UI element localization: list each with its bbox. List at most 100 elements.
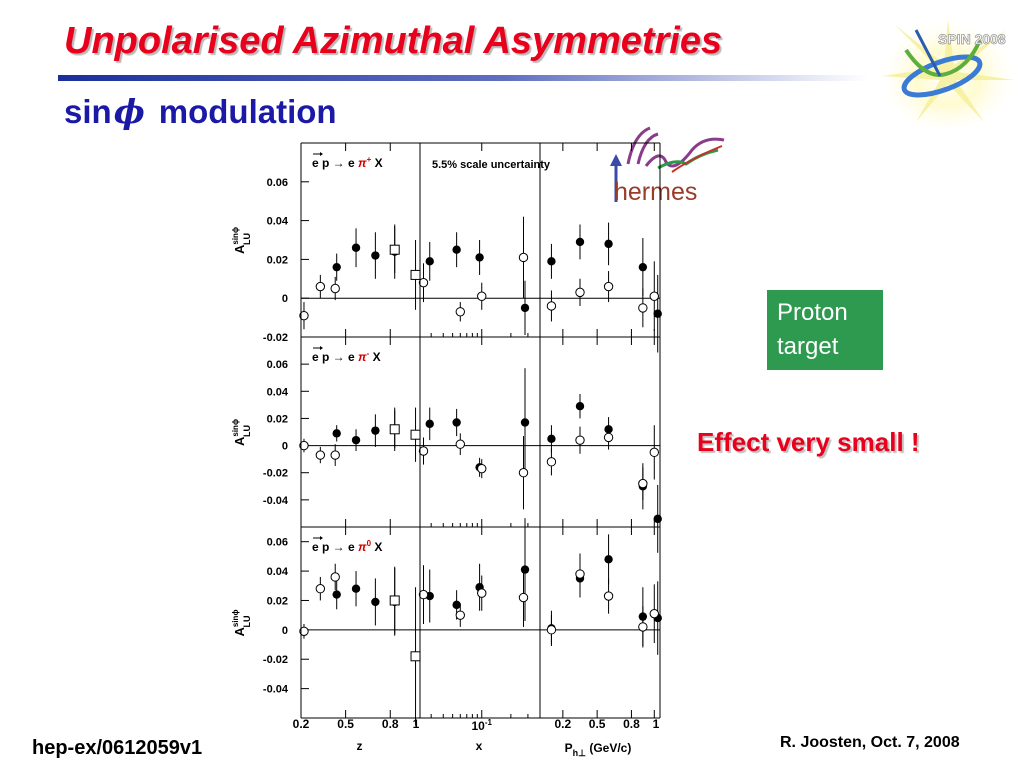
square-point [389, 424, 400, 435]
open-point [603, 591, 614, 601]
reaction-tail: X [369, 350, 380, 364]
y-axis-label-text: Asinϕ LU [231, 419, 252, 446]
filled-point [520, 418, 530, 427]
y-tick-label: -0.02 [263, 654, 288, 666]
reaction-pion-charge: + [367, 155, 372, 164]
open-point [330, 283, 340, 294]
square-point [410, 269, 421, 280]
reaction-pion-charge: 0 [367, 539, 372, 548]
open-point [455, 307, 465, 317]
arxiv-reference: hep-ex/0612059v1 [32, 737, 203, 759]
y-label-sup: sinϕ [231, 419, 240, 437]
reaction-tail: X [371, 540, 382, 554]
y-axis-label: Asinϕ LU [231, 610, 252, 637]
open-point [418, 446, 429, 456]
proton-box-line-1: Proton [777, 299, 848, 326]
y-tick-label: 0 [282, 441, 288, 453]
filled-point [604, 555, 613, 564]
x-tick-label: 1 [653, 717, 660, 731]
y-tick-label: 0.04 [267, 386, 289, 398]
reaction-part: e p → e [312, 156, 358, 170]
hermes-logo-text: hermes [614, 178, 697, 206]
beam-arrow-head [320, 346, 323, 350]
y-tick-label: 0.02 [267, 254, 288, 266]
reaction-pion: π [358, 540, 367, 554]
y-label-main: A [232, 627, 247, 637]
y-tick-label: 0.06 [267, 177, 288, 189]
open-point [299, 310, 309, 321]
open-point [315, 584, 326, 594]
reaction-label: e p → e π0 X [312, 539, 382, 554]
open-point [546, 301, 557, 311]
open-point [638, 622, 648, 632]
subtitle-suffix: modulation [158, 93, 337, 130]
x-tick-exp: -1 [485, 718, 493, 727]
filled-point [575, 237, 585, 247]
square-point [389, 244, 400, 255]
title-underline [58, 75, 868, 81]
reaction-pion: π [358, 350, 367, 364]
author-date: R. Joosten, Oct. 7, 2008 [780, 734, 960, 751]
filled-point [332, 590, 341, 599]
x-tick-label: 1 [413, 717, 420, 731]
subtitle-phi-symbol: ϕ [113, 92, 145, 131]
y-tick-label: 0.02 [267, 413, 288, 425]
x-tick-label: 0.2 [293, 717, 310, 731]
open-point [418, 589, 429, 600]
reaction-pion-charge: - [367, 349, 370, 358]
beam-arrow-head [320, 152, 323, 156]
open-point [575, 569, 585, 579]
reaction-label: e p → e π- X [312, 349, 381, 364]
filled-point [371, 251, 380, 260]
slide-title: Unpolarised Azimuthal Asymmetries [64, 20, 723, 62]
filled-point [653, 514, 662, 524]
filled-point [371, 426, 380, 435]
x-tick-label: 0.5 [589, 717, 606, 731]
y-axis-label-text: Asinϕ LU [231, 610, 252, 637]
proton-target-box: Proton target [767, 290, 883, 370]
y-tick-label: -0.04 [263, 495, 289, 507]
y-tick-label: 0.02 [267, 595, 288, 607]
open-point [649, 291, 659, 301]
x-axis-label-main: P [565, 741, 573, 755]
filled-point [475, 253, 484, 262]
open-point [315, 281, 326, 292]
x-tick-label: 0.8 [382, 717, 399, 731]
open-point [477, 463, 487, 474]
filled-point [351, 243, 361, 252]
filled-point [638, 262, 648, 272]
open-point [575, 435, 585, 445]
x-tick-label: 0.5 [337, 717, 354, 731]
y-tick-label: -0.04 [263, 684, 289, 696]
x-axis-label: Ph⊥ (GeV/c) [565, 741, 632, 758]
open-point [638, 478, 648, 489]
open-point [649, 447, 659, 458]
y-label-sup: sinϕ [231, 227, 240, 245]
filled-point [452, 245, 461, 254]
x-tick-label: 10-1 [472, 718, 493, 733]
open-point [546, 625, 557, 635]
open-point [603, 432, 614, 443]
filled-point [452, 600, 461, 610]
filled-point [520, 303, 530, 313]
open-point [575, 287, 585, 298]
y-axis-label: Asinϕ LU [231, 419, 252, 446]
open-point [518, 592, 529, 603]
filled-point [452, 418, 461, 427]
open-point [603, 281, 614, 292]
filled-point [547, 434, 556, 443]
y-label-main: A [232, 436, 247, 446]
x-axis-label-sub: h⊥ [573, 748, 586, 758]
filled-point [604, 239, 613, 249]
filled-point [425, 419, 434, 429]
filled-point [547, 257, 556, 266]
open-point [315, 450, 326, 460]
effect-note: Effect very small ! [697, 427, 920, 457]
filled-point [425, 257, 434, 266]
y-axis-label: Asinϕ LU [231, 227, 252, 254]
x-axis-label: z [357, 739, 363, 753]
open-point [649, 608, 659, 619]
spin-2008-logo-icon: SPIN 2008 [882, 16, 1014, 128]
x-tick-label: 0.2 [555, 717, 572, 731]
